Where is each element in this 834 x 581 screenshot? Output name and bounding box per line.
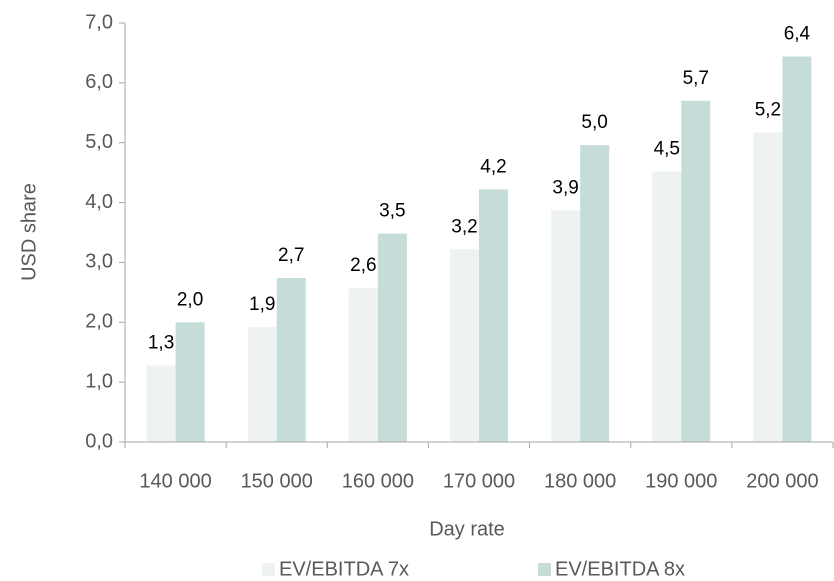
data-label: 4,5 xyxy=(654,138,680,159)
x-tick-label: 150 000 xyxy=(241,470,313,492)
data-label: 3,5 xyxy=(379,201,405,222)
bar xyxy=(450,249,479,442)
y-tick-label: 2,0 xyxy=(85,311,113,333)
bar xyxy=(652,171,682,442)
data-label: 6,4 xyxy=(784,24,811,45)
data-label: 1,3 xyxy=(148,332,174,353)
x-tick-label: 190 000 xyxy=(645,470,717,492)
legend-swatch xyxy=(262,563,275,576)
data-label: 5,7 xyxy=(683,68,709,89)
y-tick-label: 7,0 xyxy=(85,11,113,33)
data-label: 2,0 xyxy=(177,289,203,310)
legend-label: EV/EBITDA 8x xyxy=(555,558,685,580)
y-tick-label: 5,0 xyxy=(85,131,113,153)
x-tick-label: 180 000 xyxy=(544,470,616,492)
legend-swatch xyxy=(538,563,551,576)
x-tick-label: 140 000 xyxy=(139,470,211,492)
x-axis-title: Day rate xyxy=(429,518,505,540)
data-label: 2,6 xyxy=(350,255,376,276)
bar xyxy=(753,132,783,442)
data-label: 4,2 xyxy=(480,156,506,177)
y-tick-label: 6,0 xyxy=(85,71,113,93)
bar xyxy=(580,145,610,442)
y-tick-label: 1,0 xyxy=(85,370,113,392)
y-axis-title: USD share xyxy=(18,183,40,281)
x-tick-label: 200 000 xyxy=(746,470,818,492)
y-tick-label: 0,0 xyxy=(85,430,113,452)
bar xyxy=(377,233,407,442)
y-tick-label: 4,0 xyxy=(85,191,113,213)
data-label: 3,2 xyxy=(451,216,477,237)
data-label: 3,9 xyxy=(552,177,578,198)
bar xyxy=(247,327,277,442)
data-label: 1,9 xyxy=(249,294,275,315)
bar xyxy=(551,210,581,442)
bar xyxy=(175,322,205,442)
bar xyxy=(479,189,508,442)
bar xyxy=(782,56,812,443)
data-label: 5,0 xyxy=(581,112,607,133)
y-tick-label: 3,0 xyxy=(85,251,113,273)
bar xyxy=(146,365,176,442)
bar xyxy=(276,277,306,442)
bar xyxy=(348,288,378,442)
data-label: 5,2 xyxy=(755,100,781,121)
data-label: 2,7 xyxy=(278,245,304,266)
x-tick-label: 160 000 xyxy=(342,470,414,492)
bar xyxy=(681,100,711,443)
x-tick-label: 170 000 xyxy=(443,470,515,492)
legend-label: EV/EBITDA 7x xyxy=(279,558,409,580)
